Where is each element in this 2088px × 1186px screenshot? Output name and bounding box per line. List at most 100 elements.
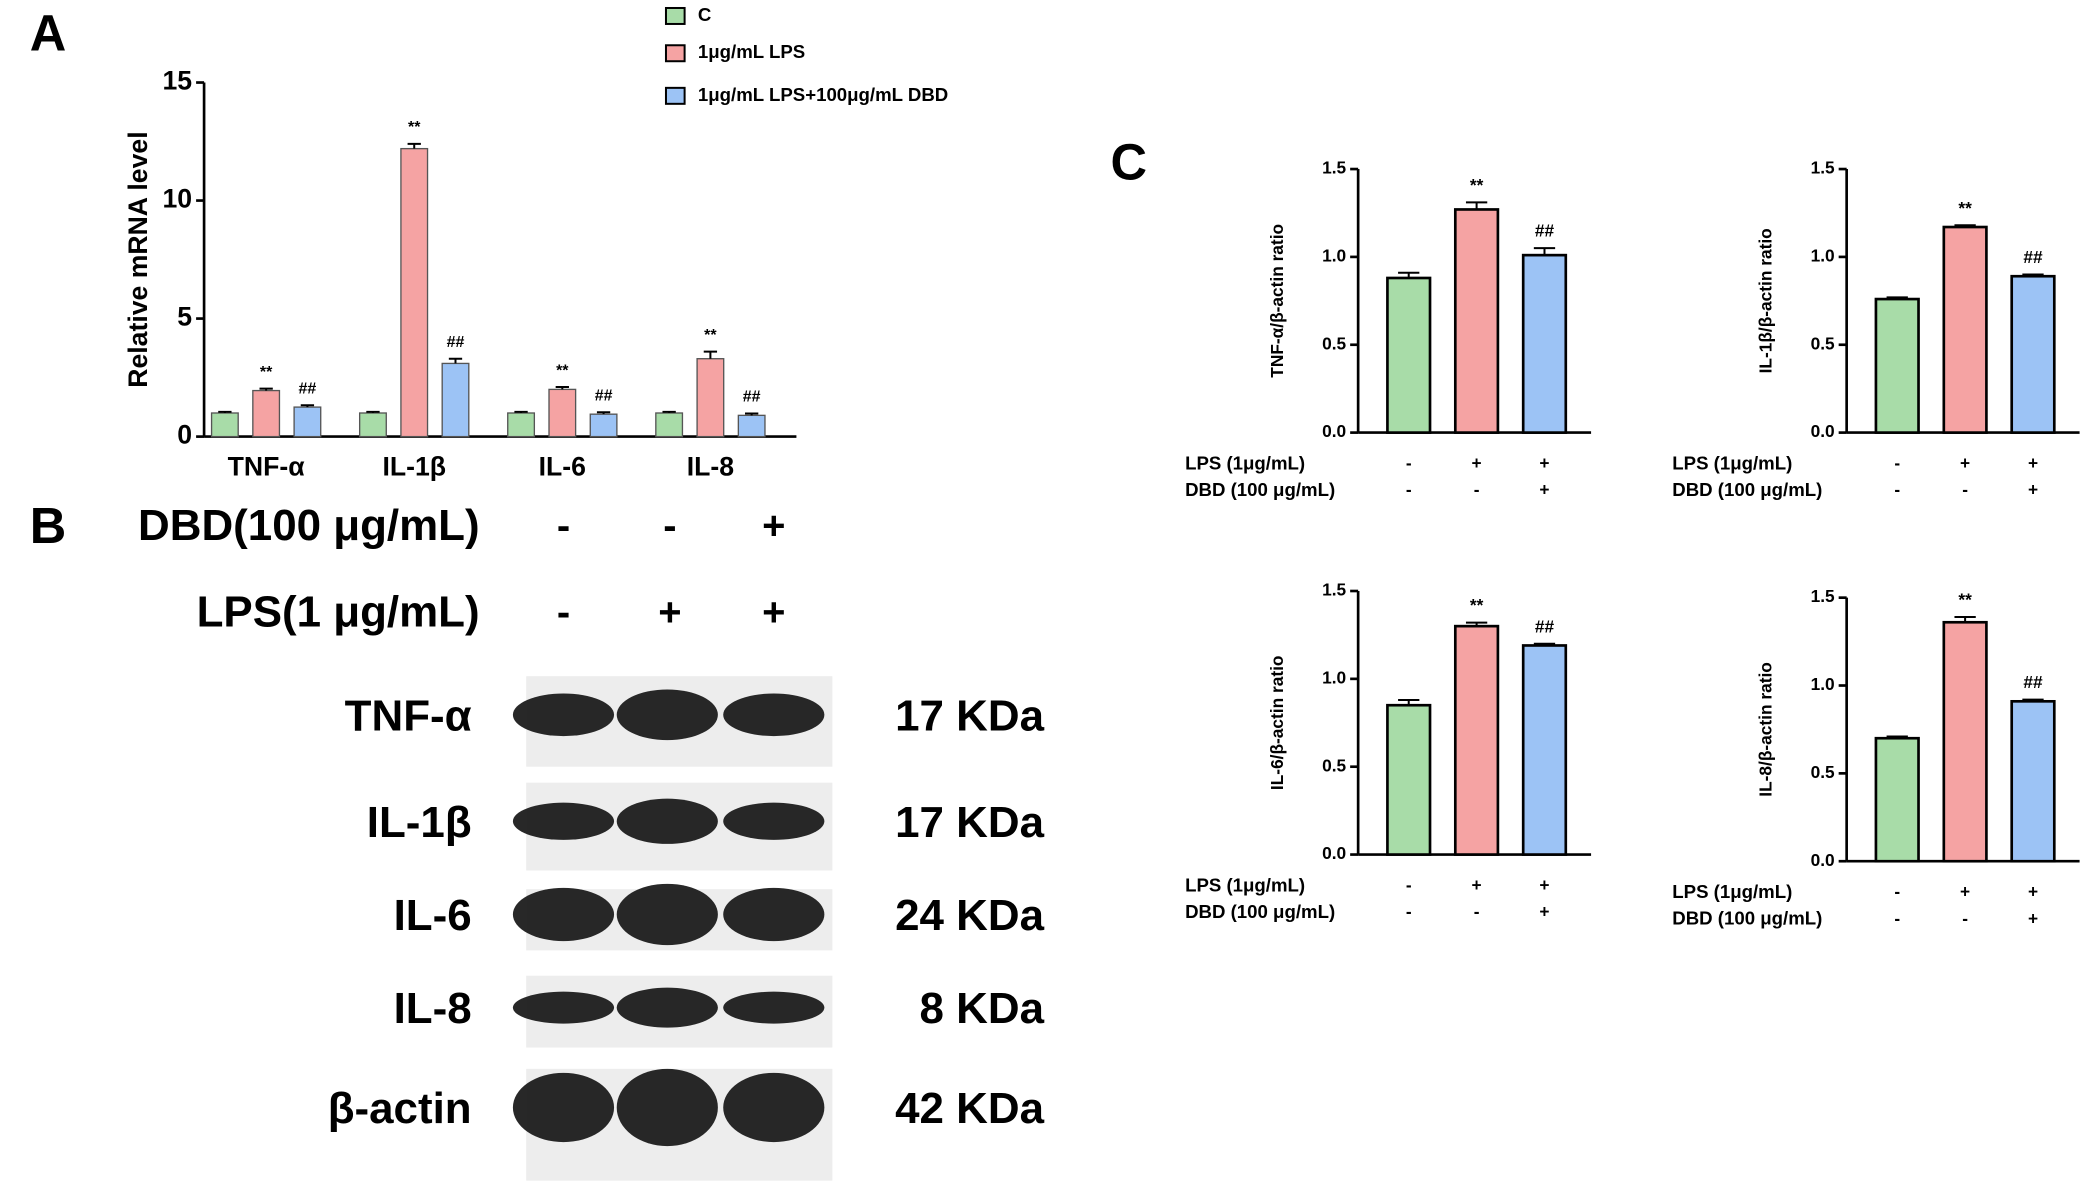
bar: [1942, 620, 1988, 863]
bar: [441, 362, 470, 438]
y-tick-label: 1.0: [1322, 245, 1346, 265]
blot-condition-label: LPS(1 μg/mL): [197, 588, 480, 637]
error-bar: [1954, 224, 1976, 228]
error-bar: [514, 410, 528, 413]
blot-size-label: 24 KDa: [895, 891, 1044, 940]
condition-sign: -: [1962, 480, 1968, 500]
condition-sign: +: [2028, 882, 2038, 902]
significance-label: ##: [1535, 221, 1555, 241]
condition-sign: -: [1474, 902, 1480, 922]
bar: [2010, 274, 2056, 434]
error-bar: [1465, 621, 1488, 627]
blot-protein-label: IL-8: [394, 984, 472, 1033]
blot-band: [512, 1072, 615, 1143]
y-tick-label: 1.5: [1811, 586, 1835, 606]
x-tick-label: IL-1β: [382, 452, 446, 482]
bar: [1453, 208, 1500, 434]
panel-letter: B: [30, 497, 67, 554]
condition-sign: -: [1894, 453, 1900, 473]
bar: [1874, 736, 1920, 863]
condition-label: LPS (1μg/mL): [1672, 452, 1792, 473]
error-bar: [1398, 271, 1420, 278]
error-bar: [448, 357, 463, 364]
condition-sign: +: [2028, 453, 2038, 473]
blot-condition-sign: -: [557, 504, 570, 548]
bar: [589, 413, 618, 438]
y-tick-label: 0.0: [1322, 843, 1346, 863]
error-bar: [218, 410, 232, 413]
significance-label: ##: [595, 388, 613, 405]
blot-size-label: 17 KDa: [895, 798, 1044, 847]
significance-label: ##: [299, 380, 317, 397]
bar: [293, 406, 322, 438]
blot-band: [512, 991, 615, 1024]
condition-sign: +: [1472, 875, 1482, 895]
blot-size-label: 42 KDa: [895, 1084, 1044, 1133]
error-bar: [1886, 735, 1908, 739]
error-bar: [703, 350, 718, 359]
y-tick-label: 0.0: [1811, 850, 1835, 870]
significance-label: **: [260, 364, 273, 381]
y-tick-label: 0.5: [1811, 762, 1835, 782]
significance-label: ##: [447, 334, 465, 351]
condition-sign: +: [1539, 902, 1549, 922]
significance-label: **: [1958, 590, 1972, 610]
blot-condition-label: DBD(100 μg/mL): [138, 501, 480, 550]
bar: [252, 389, 281, 438]
condition-sign: +: [1960, 453, 1970, 473]
blot-band: [512, 887, 615, 942]
y-tick-label: 0.5: [1322, 333, 1346, 353]
x-tick-label: IL-6: [539, 452, 586, 482]
blot-band: [723, 802, 825, 840]
error-bar: [2022, 273, 2044, 277]
blot-size-label: 17 KDa: [895, 691, 1044, 740]
y-axis-label: IL-6/β-actin ratio: [1267, 656, 1287, 791]
blot-condition-sign: +: [762, 504, 785, 548]
condition-label: LPS (1μg/mL): [1672, 881, 1792, 902]
error-bar: [1398, 698, 1420, 706]
y-tick-label: 1.5: [1811, 158, 1835, 178]
bar: [358, 412, 387, 438]
bar: [1521, 253, 1568, 434]
blot-band: [616, 987, 718, 1028]
error-bar: [1465, 201, 1488, 210]
bar: [737, 414, 766, 438]
y-tick-label: 5: [177, 302, 192, 332]
error-bar: [1533, 642, 1556, 646]
legend-label: 1μg/mL LPS: [698, 41, 805, 62]
condition-sign: +: [2028, 908, 2038, 928]
error-bar: [1886, 296, 1908, 300]
condition-sign: +: [1472, 453, 1482, 473]
bar: [1942, 225, 1988, 434]
condition-sign: -: [1406, 875, 1412, 895]
error-bar: [745, 412, 759, 416]
condition-label: DBD (100 μg/mL): [1672, 479, 1822, 500]
significance-label: ##: [2023, 672, 2043, 692]
legend-label: C: [698, 4, 711, 25]
y-axis-label: IL-8/β-actin ratio: [1755, 662, 1775, 797]
y-axis-label: TNF-α/β-actin ratio: [1267, 224, 1287, 378]
bar: [1453, 624, 1500, 856]
error-bar: [596, 411, 611, 415]
condition-sign: +: [1960, 882, 1970, 902]
blot-band: [616, 883, 718, 946]
legend-swatch: [664, 44, 686, 63]
condition-label: DBD (100 μg/mL): [1185, 901, 1335, 922]
blot-band: [723, 1072, 825, 1143]
blot-band: [723, 693, 825, 737]
condition-sign: -: [1894, 882, 1900, 902]
error-bar: [259, 387, 273, 391]
blot-condition-sign: +: [658, 591, 681, 635]
legend-label: 1μg/mL LPS+100μg/mL DBD: [698, 84, 948, 105]
bar: [1521, 644, 1568, 856]
blot-band: [723, 991, 825, 1024]
y-tick-label: 0.0: [1322, 421, 1346, 441]
blot-protein-label: IL-1β: [367, 798, 472, 847]
blot-protein-label: IL-6: [394, 891, 472, 940]
significance-label: ##: [2023, 247, 2043, 267]
y-tick-label: 1.0: [1811, 674, 1835, 694]
blot-condition-sign: -: [663, 504, 676, 548]
condition-sign: -: [1894, 480, 1900, 500]
error-bar: [1533, 247, 1556, 256]
